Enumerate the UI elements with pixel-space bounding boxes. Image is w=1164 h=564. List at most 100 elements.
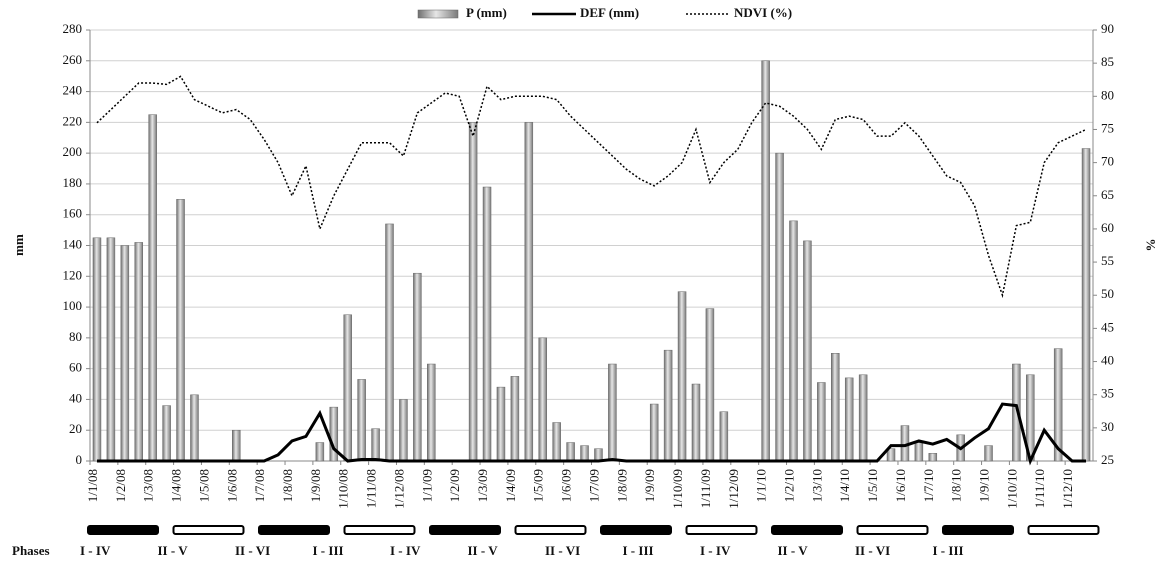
x-tick-label: 1/10/10 xyxy=(1004,469,1019,509)
phase-label: I - III xyxy=(933,543,964,558)
x-tick-label: 1/1/10 xyxy=(754,469,769,502)
bar xyxy=(190,394,199,462)
y-tick-label: 100 xyxy=(63,298,83,313)
phase-label: II - VI xyxy=(545,543,580,558)
bar xyxy=(524,122,534,462)
y-tick-label: 280 xyxy=(63,21,83,36)
x-tick-label: 1/6/08 xyxy=(224,469,239,502)
bar xyxy=(1053,348,1063,462)
x-tick-label: 1/3/09 xyxy=(475,469,490,502)
bar xyxy=(831,353,840,462)
phase-label: I - IV xyxy=(700,543,731,558)
phase-label: II - V xyxy=(778,543,809,558)
y-tick-label: 180 xyxy=(63,175,83,190)
phase-bar xyxy=(429,525,501,535)
x-tick-label: 1/4/08 xyxy=(169,469,184,502)
x-tick-label: 1/2/08 xyxy=(113,469,128,502)
y-axis-label: mm xyxy=(11,234,26,256)
bar xyxy=(608,363,617,462)
line xyxy=(96,402,1087,466)
bar xyxy=(1012,363,1021,462)
bar xyxy=(719,411,729,462)
phase-bar xyxy=(258,525,330,535)
bar xyxy=(649,403,659,462)
y-tick-label: 120 xyxy=(63,267,83,282)
phase-bar xyxy=(87,525,159,535)
bar xyxy=(984,445,993,462)
phase-label: II - VI xyxy=(235,543,270,558)
y2-tick-label: 85 xyxy=(1101,54,1114,69)
y-tick-label: 200 xyxy=(63,144,83,159)
phases-label: Phases xyxy=(12,543,50,558)
bar xyxy=(399,399,408,462)
bar xyxy=(315,442,325,462)
x-tick-label: 1/11/08 xyxy=(364,469,379,508)
bar xyxy=(427,363,436,462)
phase-label: II - V xyxy=(158,543,189,558)
y-tick-label: 20 xyxy=(69,421,82,436)
bar xyxy=(106,237,116,462)
x-tick-label: 1/6/10 xyxy=(893,469,908,502)
bar xyxy=(789,220,798,462)
legend-swatch xyxy=(417,9,459,19)
phase-bar xyxy=(172,525,245,535)
x-tick-label: 1/12/09 xyxy=(726,469,741,509)
bar xyxy=(775,152,784,462)
x-tick-label: 1/5/08 xyxy=(196,469,211,502)
bar xyxy=(566,442,575,462)
bar xyxy=(1081,148,1091,462)
y2-tick-label: 90 xyxy=(1101,21,1114,36)
bar xyxy=(858,374,868,462)
bar xyxy=(705,308,715,462)
bar xyxy=(134,242,144,462)
bar xyxy=(594,448,603,462)
y-tick-label: 80 xyxy=(69,329,82,344)
y2-tick-label: 25 xyxy=(1101,452,1114,467)
x-tick-label: 1/8/09 xyxy=(614,469,629,502)
bar xyxy=(496,386,506,462)
x-tick-label: 1/7/09 xyxy=(586,469,601,502)
x-tick-label: 1/2/10 xyxy=(781,469,796,502)
x-tick-label: 1/11/10 xyxy=(1032,469,1047,508)
bar xyxy=(468,122,478,462)
x-tick-label: 1/5/10 xyxy=(865,469,880,502)
bar xyxy=(552,422,561,462)
y-tick-label: 0 xyxy=(76,452,83,467)
phase-bar xyxy=(600,525,672,535)
phase-label: II - VI xyxy=(855,543,890,558)
x-tick-label: 1/2/09 xyxy=(447,469,462,502)
x-tick-label: 1/10/08 xyxy=(336,469,351,509)
bar xyxy=(357,379,366,462)
y2-tick-label: 40 xyxy=(1101,353,1114,368)
bar xyxy=(232,429,241,462)
x-tick-label: 1/4/09 xyxy=(503,469,518,502)
phase-bar xyxy=(685,525,758,535)
y-tick-label: 140 xyxy=(63,236,83,251)
x-tick-label: 1/6/09 xyxy=(559,469,574,502)
bar xyxy=(343,314,352,462)
bar xyxy=(329,406,339,462)
bar xyxy=(677,291,687,462)
y-tick-label: 240 xyxy=(63,83,83,98)
bar xyxy=(92,237,102,462)
y2-tick-label: 35 xyxy=(1101,386,1114,401)
x-tick-label: 1/9/10 xyxy=(977,469,992,502)
bar xyxy=(803,240,812,462)
y-tick-label: 220 xyxy=(63,113,83,128)
y-tick-label: 160 xyxy=(63,206,83,221)
x-tick-label: 1/1/08 xyxy=(85,469,100,502)
bar xyxy=(691,383,701,462)
phase-bar xyxy=(942,525,1014,535)
y2-tick-label: 65 xyxy=(1101,187,1114,202)
x-tick-label: 1/10/09 xyxy=(670,469,685,509)
bar xyxy=(580,445,589,462)
bar xyxy=(176,199,185,462)
phase-bar xyxy=(856,525,929,535)
phase-bar xyxy=(1027,525,1100,535)
y2-tick-label: 60 xyxy=(1101,220,1114,235)
x-tick-label: 1/9/09 xyxy=(642,469,657,502)
bar xyxy=(385,223,394,462)
bar xyxy=(817,382,826,462)
bar xyxy=(844,377,854,462)
x-tick-label: 1/11/09 xyxy=(698,469,713,508)
